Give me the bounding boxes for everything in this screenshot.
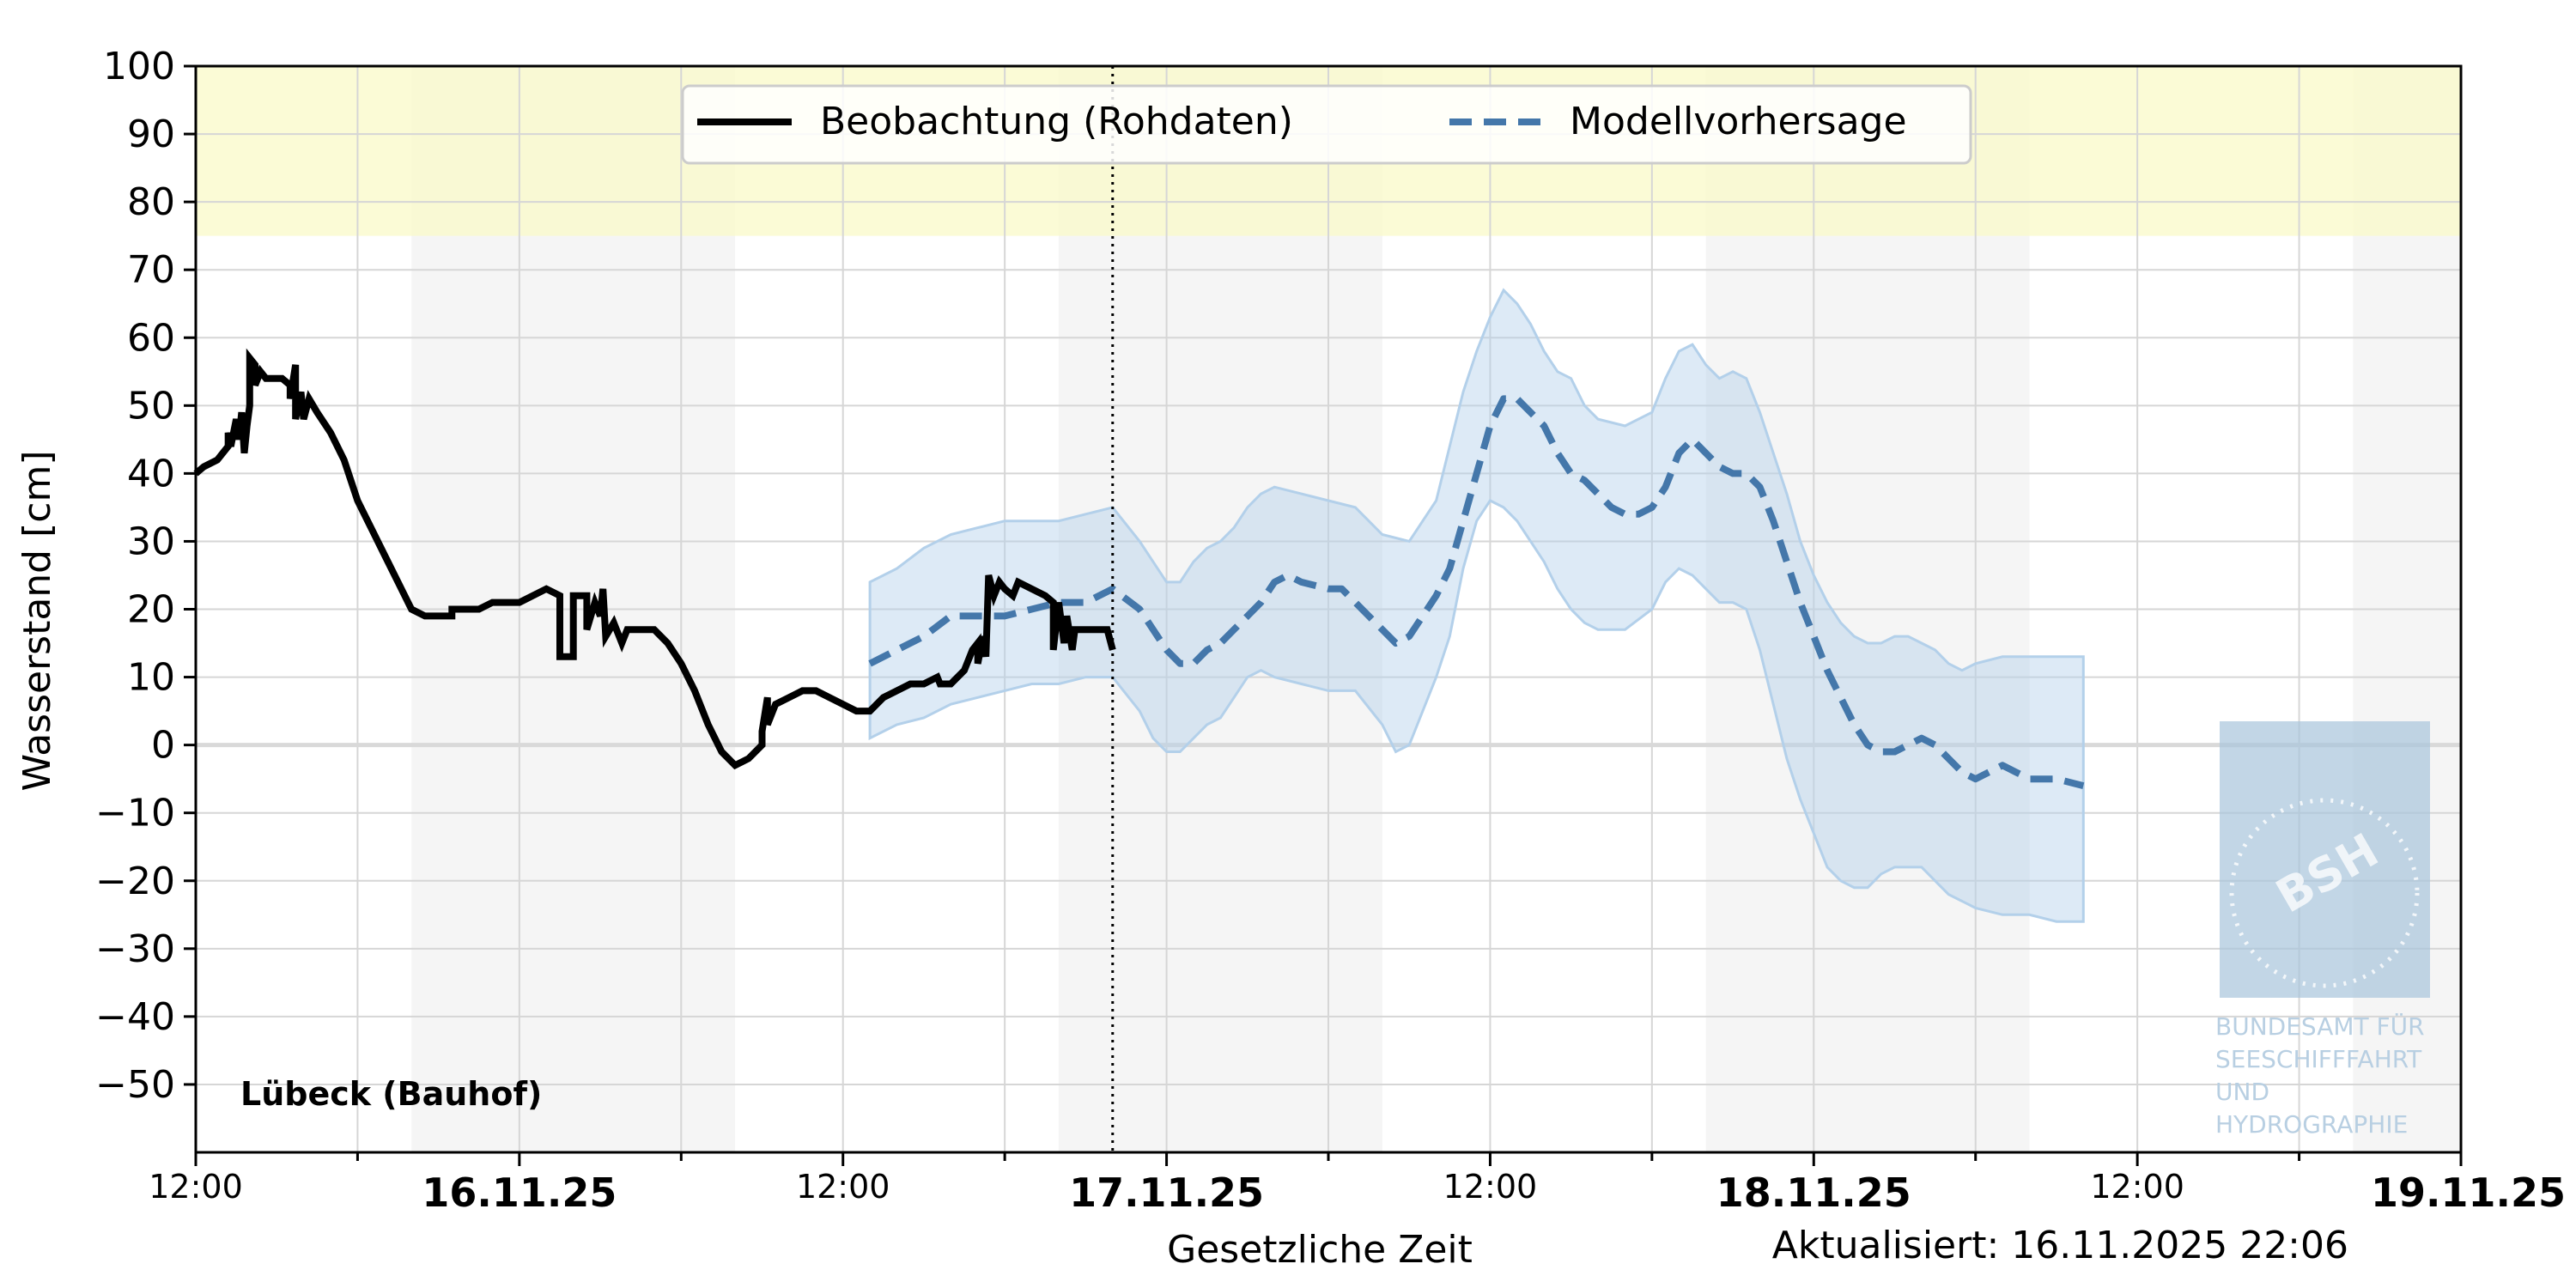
x-axis-title: Gesetzliche Zeit [1167, 1228, 1473, 1272]
y-tick-label-3: 70 [127, 248, 175, 292]
legend: Beobachtung (Rohdaten) Modellvorhersage [681, 84, 1972, 165]
y-tick-label-13: −30 [95, 927, 175, 971]
updated-timestamp: Aktualisiert: 16.11.2025 22:06 [1772, 1224, 2348, 1267]
y-tick-label-14: −40 [95, 995, 175, 1039]
x-tick-label-3: 17.11.25 [1069, 1170, 1264, 1216]
x-tick-label-4: 12:00 [1443, 1168, 1538, 1206]
x-tick-label-0: 12:00 [149, 1168, 243, 1206]
x-tick-label-6: 12:00 [2090, 1168, 2184, 1206]
forecast-series-line [868, 395, 2085, 789]
watermark-caption-2: SEESCHIFFFAHRT [2215, 1045, 2422, 1073]
y-tick-label-6: 40 [127, 452, 175, 495]
y-tick-label-8: 20 [127, 588, 175, 632]
y-axis-title: Wasserstand [cm] [15, 451, 59, 792]
y-tick-label-11: −10 [95, 792, 175, 835]
forecast-uncertainty-band [868, 288, 2085, 923]
watermark-caption-1: BUNDESAMT FÜR [2215, 1012, 2425, 1041]
y-tick-label-12: −20 [95, 860, 175, 903]
observation-series-line [193, 348, 1116, 770]
watermark-caption-4: HYDROGRAPHIE [2215, 1110, 2408, 1139]
legend-observation-label: Beobachtung (Rohdaten) [820, 100, 1293, 143]
y-tick-label-10: 0 [151, 724, 175, 768]
y-tick-label-2: 80 [127, 180, 175, 224]
y-tick-label-0: 100 [103, 45, 175, 88]
legend-forecast-label: Modellvorhersage [1570, 100, 1907, 143]
y-tick-label-5: 50 [127, 384, 175, 428]
x-axis-ticks: 12:00 16.11.25 12:00 17.11.25 12:00 18.11.25 1… [149, 1152, 2566, 1216]
x-tick-label-1: 16.11.25 [422, 1170, 617, 1216]
x-tick-label-7: 19.11.25 [2371, 1170, 2566, 1216]
x-tick-label-5: 18.11.25 [1716, 1170, 1911, 1216]
bsh-watermark: BSH BUNDESAMT FÜR SEESCHIFFFAHRT UND HYD… [2215, 721, 2430, 1139]
y-tick-label-9: 10 [127, 656, 175, 700]
y-tick-label-7: 30 [127, 519, 175, 563]
station-label: Lübeck (Bauhof) [240, 1075, 542, 1113]
legend-box [681, 84, 1972, 165]
grid-layer [196, 65, 2461, 1152]
watermark-seal [2229, 798, 2420, 988]
watermark-caption-3: UND [2215, 1078, 2269, 1106]
x-tick-label-2: 12:00 [796, 1168, 890, 1206]
y-tick-label-4: 60 [127, 316, 175, 360]
y-tick-label-1: 90 [127, 112, 175, 156]
y-tick-label-15: −50 [95, 1063, 175, 1107]
